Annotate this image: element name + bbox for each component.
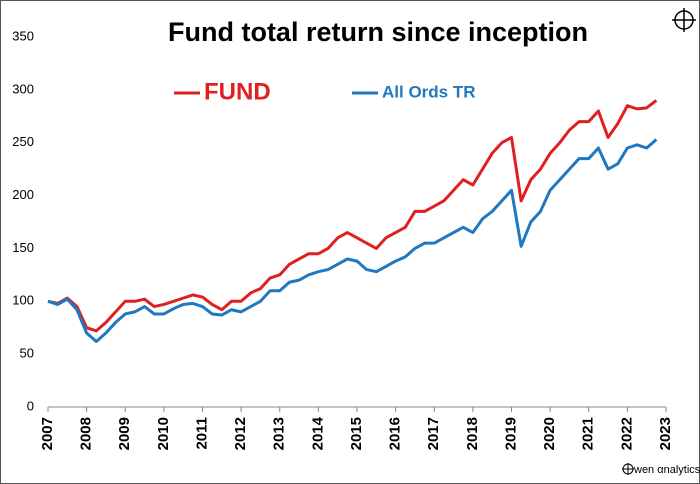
x-tick-label: 2012 xyxy=(232,417,249,450)
x-tick-label: 2017 xyxy=(425,417,442,450)
x-tick-label: 2010 xyxy=(155,417,172,450)
y-tick-label: 250 xyxy=(12,134,34,149)
x-tick-label: 2022 xyxy=(618,417,635,450)
x-tick-label: 2020 xyxy=(541,417,558,450)
y-tick-label: 350 xyxy=(12,28,34,43)
y-tick-label: 0 xyxy=(27,398,34,413)
x-tick-label: 2016 xyxy=(387,417,404,450)
series-line xyxy=(47,99,658,333)
y-tick-label: 300 xyxy=(12,81,34,96)
logo-icon xyxy=(622,8,696,475)
x-tick-label: 2014 xyxy=(309,416,326,450)
watermark: wen αnalytics xyxy=(633,464,700,476)
y-tick-label: 200 xyxy=(12,187,34,202)
x-tick-label: 2011 xyxy=(193,417,210,450)
x-tick-label: 2018 xyxy=(464,417,481,450)
x-tick-label: 2008 xyxy=(78,417,95,450)
x-tick-label: 2021 xyxy=(580,417,597,450)
y-tick-label: 50 xyxy=(20,346,34,361)
legend-label: All Ords TR xyxy=(382,82,476,101)
x-tick-label: 2015 xyxy=(348,417,365,450)
y-tick-label: 150 xyxy=(12,240,34,255)
x-tick-label: 2023 xyxy=(657,417,674,450)
x-tick-label: 2013 xyxy=(271,417,288,450)
chart-title: Fund total return since inception xyxy=(168,17,588,47)
x-tick-label: 2019 xyxy=(502,417,519,450)
legend-label: FUND xyxy=(204,78,271,105)
x-tick-label: 2007 xyxy=(39,417,56,450)
y-tick-label: 100 xyxy=(12,293,34,308)
x-tick-label: 2009 xyxy=(116,417,133,450)
series-line xyxy=(47,138,658,343)
